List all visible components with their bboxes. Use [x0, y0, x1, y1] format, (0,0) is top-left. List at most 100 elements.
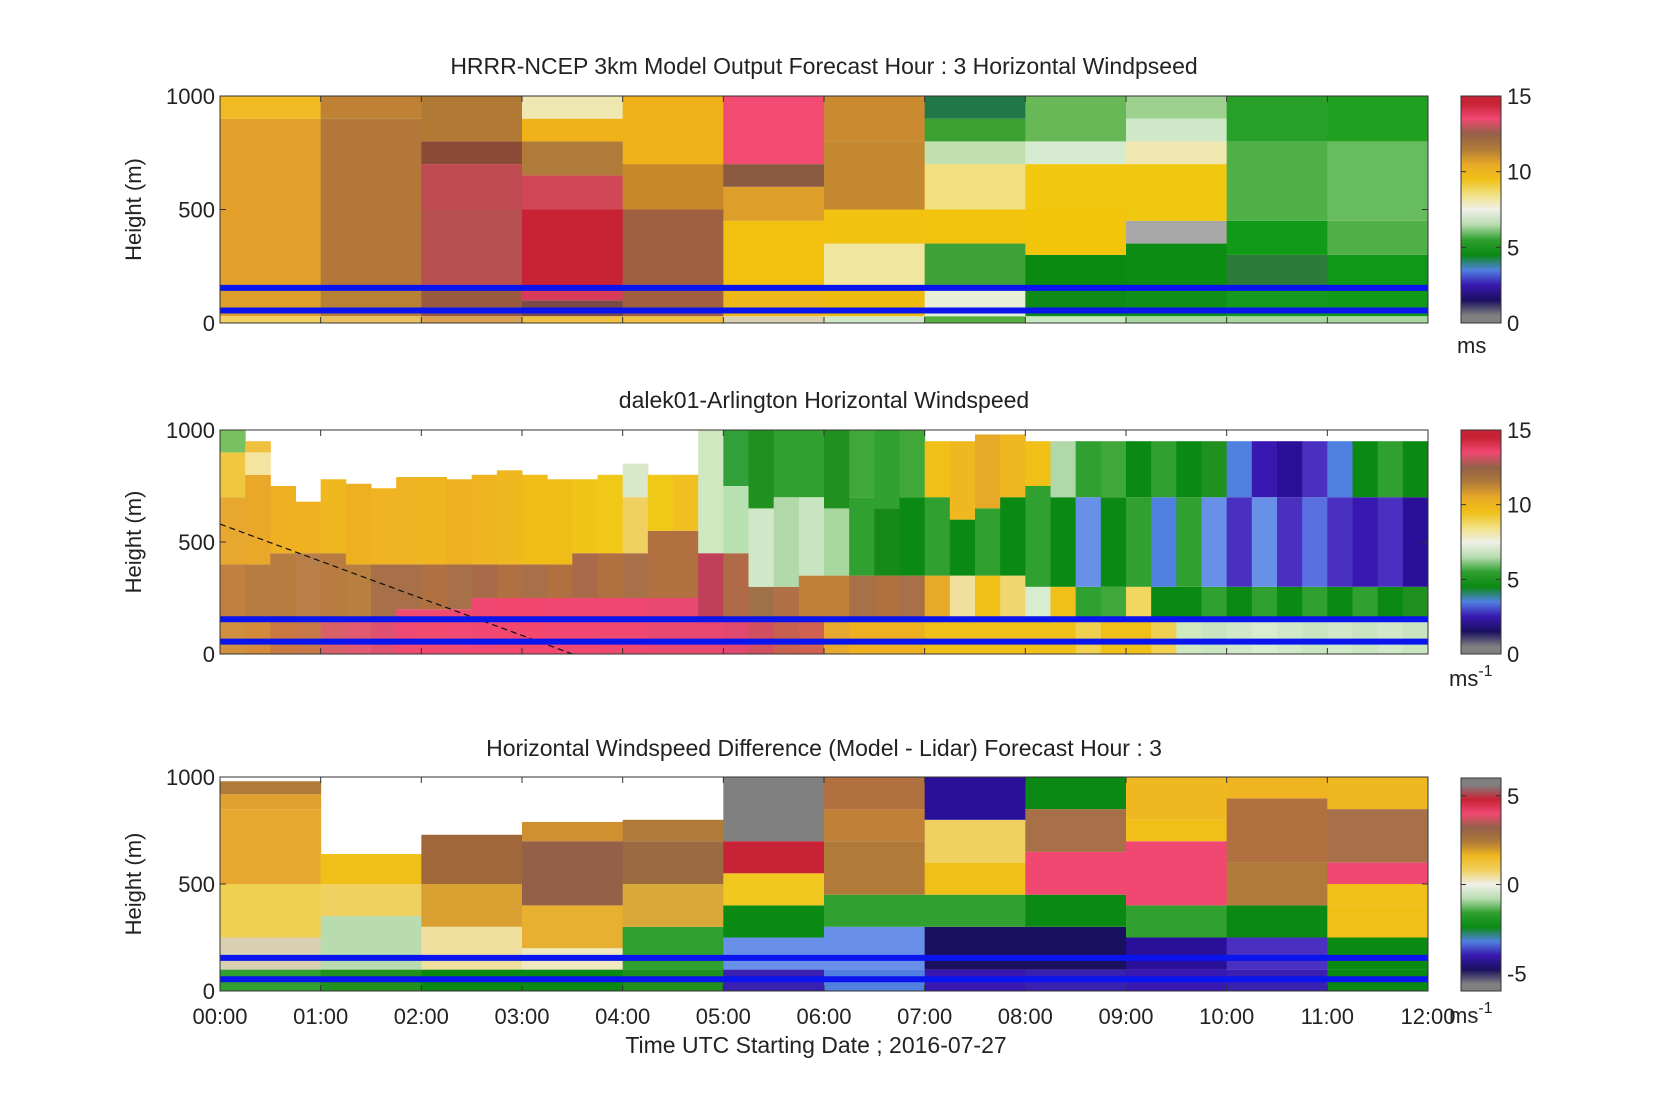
data-cell	[1402, 586, 1429, 621]
data-cell	[949, 620, 976, 654]
data-cell	[471, 598, 498, 654]
y-tick-label: 1000	[166, 765, 215, 790]
data-cell	[1327, 862, 1429, 884]
data-cell	[1126, 316, 1228, 323]
data-cell	[924, 118, 1026, 142]
data-cell	[1025, 164, 1127, 210]
data-cell	[522, 564, 548, 598]
data-cell	[824, 243, 926, 289]
data-column	[723, 430, 749, 654]
y-tick-label: 500	[178, 198, 215, 223]
x-tick-label: 00:00	[192, 1004, 247, 1029]
data-cell	[371, 564, 397, 621]
data-cell	[1050, 497, 1077, 587]
data-cell	[220, 564, 246, 621]
data-column	[647, 474, 674, 654]
data-cell	[723, 220, 825, 289]
data-cell	[1000, 620, 1026, 654]
data-cell	[723, 316, 825, 323]
data-cell	[1327, 937, 1429, 970]
data-column	[723, 96, 825, 323]
data-cell	[622, 463, 649, 498]
data-cell	[1126, 243, 1228, 289]
data-cell	[295, 620, 322, 654]
data-cell	[270, 620, 296, 654]
data-cell	[899, 497, 926, 576]
data-column	[824, 777, 926, 991]
data-cell	[622, 926, 724, 970]
data-cell	[924, 862, 1026, 895]
data-cell	[1352, 620, 1379, 654]
data-cell	[824, 209, 926, 244]
data-cell	[622, 96, 724, 165]
data-cell	[220, 620, 246, 654]
data-cell	[824, 430, 850, 509]
colorbar-tick-label: 10	[1507, 160, 1531, 185]
data-cell	[396, 564, 422, 610]
data-cell	[723, 486, 749, 554]
data-cell	[295, 501, 322, 554]
data-cell	[1025, 777, 1127, 810]
data-cell	[622, 316, 724, 323]
data-cell	[698, 620, 724, 654]
data-cell	[723, 905, 825, 938]
data-column	[1327, 96, 1429, 323]
data-cell	[1075, 441, 1102, 498]
data-cell	[622, 884, 724, 927]
data-cell	[522, 96, 624, 119]
data-cell	[1251, 441, 1278, 498]
data-cell	[1126, 937, 1228, 970]
data-cell	[245, 474, 271, 565]
colorbar-gradient	[1461, 96, 1501, 323]
data-cell	[1402, 441, 1429, 498]
data-cell	[824, 894, 926, 927]
data-cell	[773, 430, 800, 498]
data-cell	[1352, 441, 1379, 498]
data-cell	[1226, 220, 1328, 255]
data-column	[1251, 441, 1278, 654]
colorbar-tick-label: 10	[1507, 493, 1531, 518]
data-cell	[622, 841, 724, 884]
x-tick-label: 08:00	[998, 1004, 1053, 1029]
y-axis-label: Height (m)	[121, 833, 146, 936]
data-cell	[924, 316, 1026, 323]
data-cell	[522, 474, 548, 565]
data-cell	[1100, 497, 1127, 587]
data-cell	[522, 316, 624, 323]
y-tick-label: 500	[178, 872, 215, 897]
data-cell	[1251, 620, 1278, 654]
x-tick-label: 07:00	[897, 1004, 952, 1029]
data-column	[345, 483, 372, 654]
x-tick-label: 10:00	[1199, 1004, 1254, 1029]
data-cell	[471, 474, 498, 565]
data-cell	[421, 477, 447, 565]
y-tick-label: 500	[178, 530, 215, 555]
data-cell	[1176, 441, 1202, 498]
data-cell	[1126, 141, 1228, 165]
data-cell	[220, 96, 322, 119]
data-cell	[295, 553, 322, 621]
colorbar-tick-label: 5	[1507, 567, 1519, 592]
data-cell	[1226, 441, 1253, 498]
y-axis-label: Height (m)	[121, 158, 146, 261]
data-cell	[220, 794, 322, 810]
data-cell	[1327, 96, 1429, 142]
data-cell	[1226, 620, 1253, 654]
data-cell	[748, 430, 775, 509]
data-cell	[673, 530, 699, 598]
data-column	[924, 441, 951, 654]
data-cell	[1302, 497, 1328, 587]
data-cell	[1226, 316, 1328, 323]
data-cell	[421, 209, 523, 289]
data-cell	[320, 553, 347, 621]
data-column	[622, 96, 724, 323]
data-cell	[220, 118, 322, 289]
data-column	[798, 430, 825, 654]
data-column	[320, 479, 347, 654]
colorbar-tick-label: 15	[1507, 418, 1531, 443]
data-cell	[622, 598, 649, 654]
data-cell	[798, 497, 825, 576]
data-cell	[874, 575, 900, 621]
data-cell	[824, 809, 926, 842]
data-cell	[320, 854, 422, 884]
